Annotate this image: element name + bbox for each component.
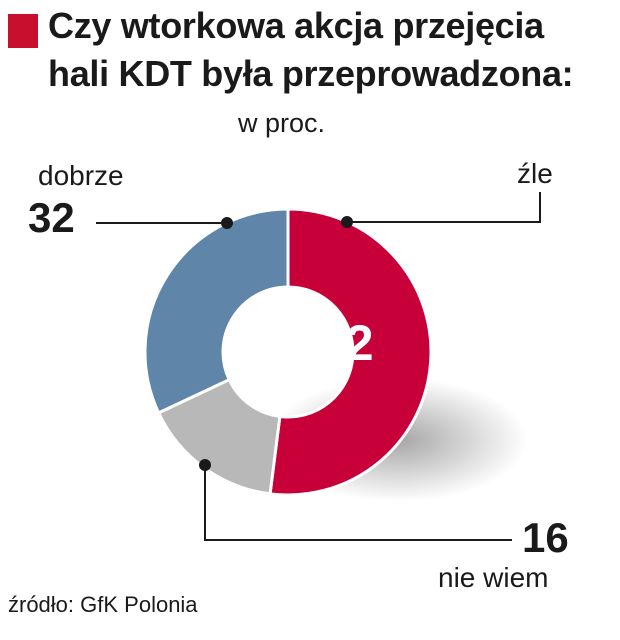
leader-dot-zle — [341, 216, 353, 228]
chart-subtitle: w proc. — [238, 108, 326, 138]
leader-dot-nie-wiem — [199, 459, 211, 471]
slice-zle — [268, 207, 433, 497]
leader-line-nie-wiem — [204, 465, 512, 541]
slice-label-zle: źle — [517, 158, 553, 189]
title-marker-icon — [8, 14, 38, 48]
source-note: źródło: GfK Polonia — [8, 592, 198, 617]
slice-label-nie-wiem: nie wiem — [438, 562, 549, 593]
slice-value-dobrze: 32 — [28, 194, 75, 241]
slice-nie-wiem — [156, 377, 282, 496]
leader-dot-dobrze — [221, 217, 233, 229]
leader-line-zle — [347, 192, 541, 223]
title-line-2: hali KDT była przeprowadzona: — [48, 53, 574, 94]
slice-value-nie-wiem: 16 — [522, 514, 569, 561]
slice-value-zle: 52 — [318, 315, 374, 371]
title-line-1: Czy wtorkowa akcja przejęcia — [48, 5, 544, 46]
slice-dobrze — [143, 207, 290, 415]
slice-label-dobrze: dobrze — [38, 160, 124, 191]
